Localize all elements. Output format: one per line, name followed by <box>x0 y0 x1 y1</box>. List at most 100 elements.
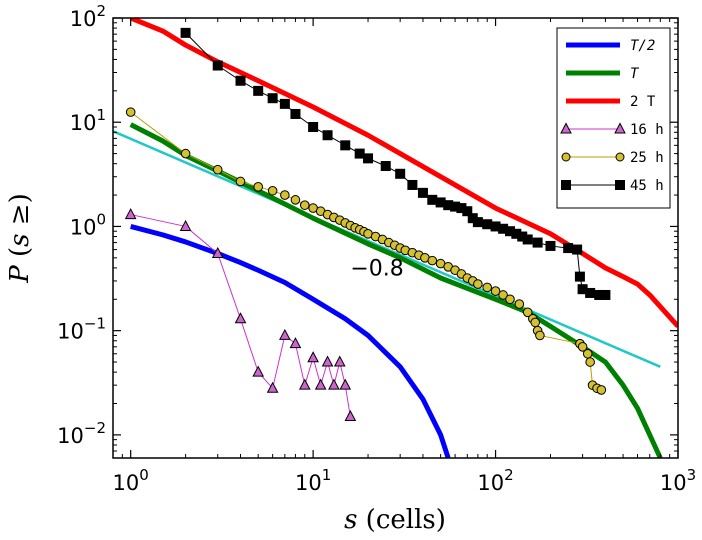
data-point-16-h <box>333 355 346 367</box>
y-axis-label-var: s <box>5 233 35 246</box>
data-point-45-h <box>585 287 596 298</box>
legend-label: 2 T <box>630 94 656 110</box>
data-point-45-h <box>180 27 191 38</box>
legend-box <box>556 27 671 209</box>
y-axis-label-prefix: P <box>5 265 35 284</box>
data-point-45-h <box>340 140 351 151</box>
data-point-25-h <box>498 290 508 300</box>
x-axis-label: s (cells) <box>344 505 446 535</box>
data-point-16-h <box>234 312 247 324</box>
data-point-16-h <box>314 378 327 390</box>
data-point-16-h <box>179 219 192 231</box>
data-point-25-h <box>514 299 525 309</box>
data-point-45-h <box>354 148 365 159</box>
data-point-45-h <box>532 237 543 248</box>
y-tick-label: 102 <box>70 2 106 31</box>
data-point-25-h <box>267 185 278 196</box>
legend-item-45-h: 45 h <box>561 178 664 194</box>
data-point-25-h <box>125 107 136 117</box>
series-line-16-h <box>130 214 351 417</box>
data-point-16-h <box>339 378 352 390</box>
data-point-16-h <box>279 328 291 340</box>
data-point-25-h <box>535 330 545 341</box>
data-point-45-h <box>407 179 418 190</box>
legend-marker <box>615 180 625 190</box>
x-tick-label: 101 <box>295 466 331 495</box>
data-point-45-h <box>572 244 583 255</box>
data-point-45-h <box>267 93 278 104</box>
data-point-25-h <box>490 286 501 296</box>
data-point-45-h <box>472 217 483 228</box>
data-point-45-h <box>279 98 290 109</box>
data-point-25-h <box>473 279 483 289</box>
data-point-45-h <box>482 219 493 230</box>
series-t <box>129 122 663 458</box>
series-line-2-t <box>129 18 678 329</box>
data-point-25-h <box>482 282 493 293</box>
legend-marker <box>614 122 626 134</box>
data-point-25-h <box>585 357 595 367</box>
data-point-16-h <box>266 381 279 393</box>
series-line-t-2 <box>130 224 451 458</box>
data-point-45-h <box>563 243 574 254</box>
data-point-25-h <box>299 200 310 210</box>
data-point-25-h <box>235 176 246 187</box>
x-axis-label-var: s <box>344 505 357 535</box>
data-point-25-h <box>280 190 290 200</box>
series-25-h <box>125 107 607 395</box>
y-tick-label: 101 <box>70 106 106 135</box>
data-point-45-h <box>427 194 438 205</box>
y-tick-label: 10−2 <box>57 419 106 448</box>
data-point-16-h <box>321 355 334 367</box>
power-law-fit-line <box>113 130 661 368</box>
data-point-25-h <box>505 294 515 305</box>
legend: T/2 T 2 T 16 h 25 h 45 h <box>556 27 671 209</box>
legend-marker <box>561 180 571 190</box>
y-axis-label-rel: ≥ <box>5 203 35 233</box>
legend-label: T/2 <box>630 38 655 54</box>
legend-label: 25 h <box>630 150 664 166</box>
data-point-16-h <box>344 409 357 422</box>
series-t-2 <box>130 224 451 458</box>
series-2-t <box>129 18 678 329</box>
data-point-45-h <box>253 85 264 96</box>
data-point-45-h <box>322 130 333 141</box>
data-point-45-h <box>380 161 391 172</box>
data-point-25-h <box>253 182 264 192</box>
slope-annotation: −0.8 <box>350 256 403 281</box>
x-tick-label: 102 <box>477 466 513 495</box>
data-point-16-h <box>307 351 319 363</box>
legend-item-25-h: 25 h <box>561 150 664 166</box>
legend-item-16-h: 16 h <box>560 122 664 138</box>
data-point-45-h <box>395 168 406 179</box>
y-tick-label: 10−1 <box>57 315 106 344</box>
data-point-45-h <box>417 187 428 198</box>
data-point-25-h <box>212 164 223 175</box>
data-point-25-h <box>596 385 607 395</box>
y-tick-label: 100 <box>70 210 106 239</box>
legend-item-2-t: 2 T <box>566 94 656 110</box>
data-point-45-h <box>308 121 319 132</box>
x-tick-label: 100 <box>113 466 149 495</box>
data-point-25-h <box>290 195 301 205</box>
legend-item-t: T <box>566 66 640 82</box>
series-45-h <box>180 27 611 300</box>
legend-label: 16 h <box>630 122 664 138</box>
data-point-16-h <box>124 207 137 220</box>
data-point-45-h <box>290 108 301 119</box>
plot-frame <box>112 17 679 459</box>
data-point-16-h <box>289 337 302 349</box>
series-16-h <box>124 207 357 422</box>
y-axis-label-open: ( <box>5 247 35 265</box>
y-axis-label-close: ) <box>5 193 35 203</box>
data-point-45-h <box>235 75 246 86</box>
legend-label: T <box>630 66 640 82</box>
data-point-16-h <box>298 378 311 390</box>
data-point-45-h <box>600 289 611 300</box>
data-point-16-h <box>252 365 265 377</box>
data-point-16-h <box>328 378 340 390</box>
x-axis-label-unit: (cells) <box>357 505 445 535</box>
data-point-16-h <box>211 246 224 258</box>
legend-marker <box>560 122 572 134</box>
